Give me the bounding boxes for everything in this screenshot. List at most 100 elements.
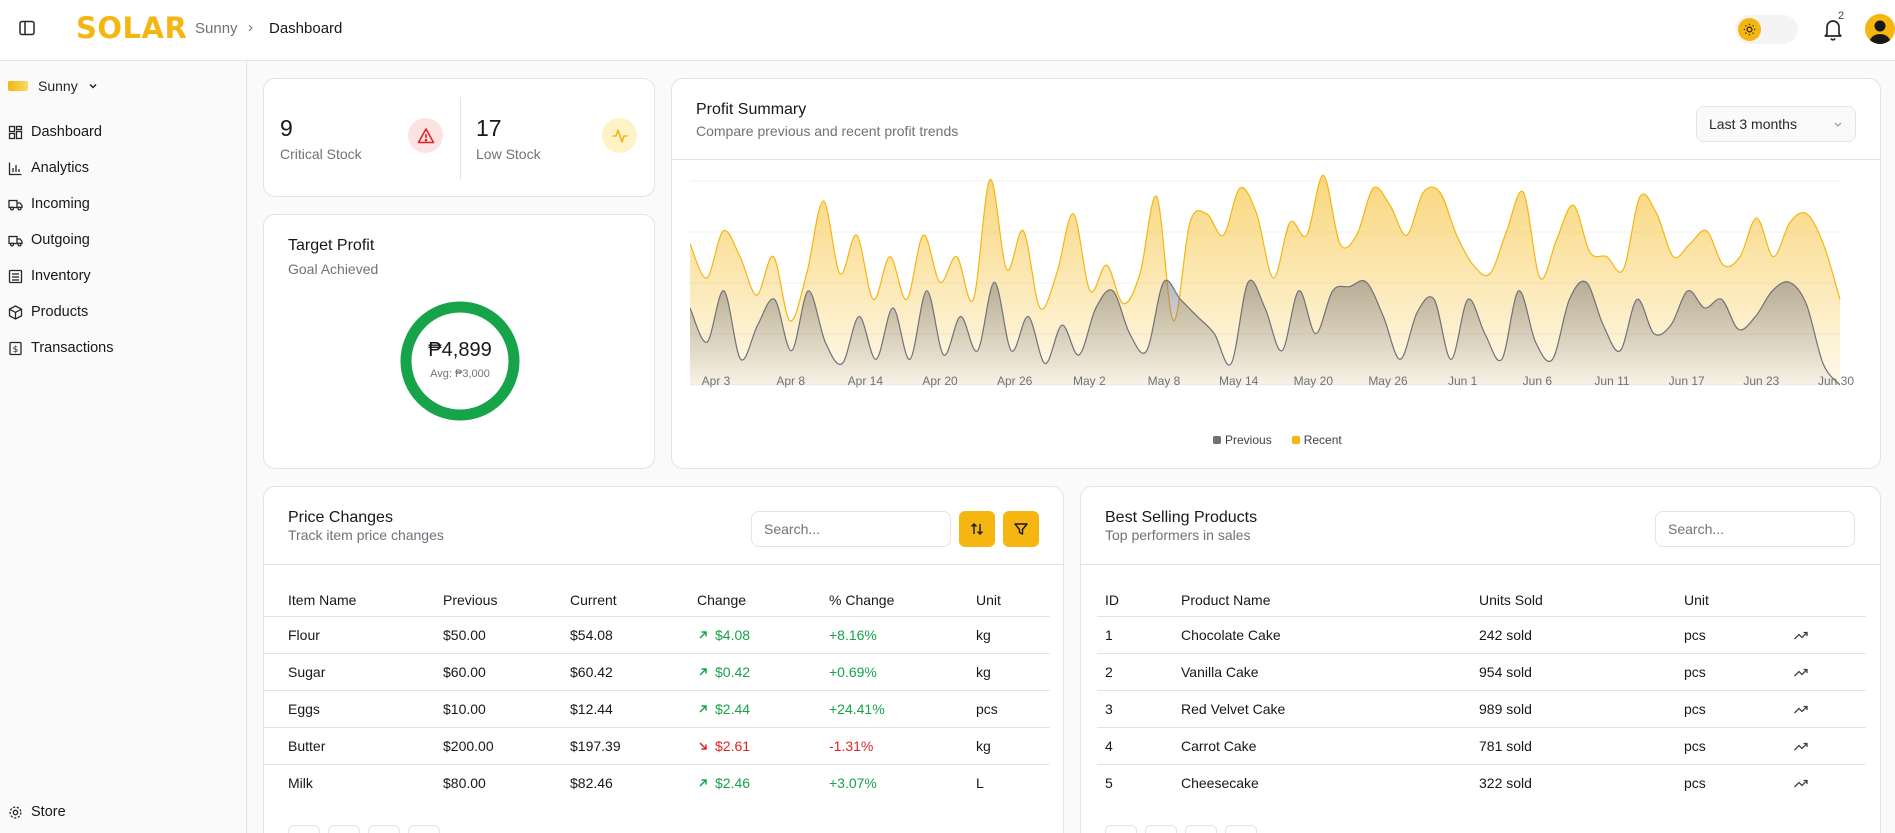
profit-summary-card: Profit Summary Compare previous and rece… [671, 78, 1881, 469]
cell-sold: 322 sold [1479, 775, 1532, 791]
sun-icon [1738, 18, 1761, 41]
pagination-button[interactable] [368, 825, 400, 833]
pagination-button[interactable] [328, 825, 360, 833]
theme-toggle[interactable] [1735, 15, 1798, 44]
best-selling-card: Best Selling Products Top performers in … [1080, 486, 1881, 833]
sort-button[interactable] [959, 511, 995, 547]
low-stock-label: Low Stock [476, 146, 541, 162]
sidebar-item-analytics[interactable]: Analytics [0, 153, 240, 183]
pagination-button[interactable] [1105, 825, 1137, 833]
x-tick-label: Apr 20 [922, 374, 958, 388]
trending-up-icon[interactable] [1793, 701, 1809, 717]
svg-text:$: $ [13, 345, 19, 355]
arrow-up-right-icon [699, 668, 707, 676]
store-switcher[interactable]: Sunny [8, 74, 98, 98]
price-changes-card: Price Changes Track item price changes I… [263, 486, 1064, 833]
cell-current: $197.39 [570, 738, 621, 754]
sidebar-item-store[interactable]: Store [0, 797, 240, 827]
bar-chart-icon [8, 162, 22, 175]
receipt-icon: $ [9, 341, 22, 355]
table-row[interactable]: 1 Chocolate Cake 242 sold pcs [1097, 616, 1866, 653]
column-header[interactable]: Unit [976, 592, 1001, 608]
sidebar-item-transactions[interactable]: $ Transactions [0, 333, 240, 363]
cell-pct: +8.16% [829, 627, 877, 643]
column-header[interactable]: ID [1105, 592, 1119, 608]
table-row[interactable]: Butter $200.00 $197.39 $2.61 -1.31% kg [264, 727, 1050, 764]
table-row[interactable]: Flour $50.00 $54.08 $4.08 +8.16% kg [264, 616, 1050, 653]
table-row[interactable]: 2 Vanilla Cake 954 sold pcs [1097, 653, 1866, 690]
table-row[interactable]: 4 Carrot Cake 781 sold pcs [1097, 727, 1866, 764]
table-row[interactable]: 3 Red Velvet Cake 989 sold pcs [1097, 690, 1866, 727]
cell-id: 4 [1105, 738, 1113, 754]
cell-unit: pcs [1684, 701, 1706, 717]
pagination-button[interactable] [1145, 825, 1177, 833]
critical-stock-count: 9 [280, 115, 293, 141]
column-header[interactable]: Unit [1684, 592, 1709, 608]
column-header[interactable]: Item Name [288, 592, 357, 608]
pagination-button[interactable] [288, 825, 320, 833]
x-tick-label: Jun 30 [1818, 374, 1854, 388]
x-tick-label: May 14 [1219, 374, 1259, 388]
breadcrumb-store[interactable]: Sunny [195, 20, 238, 37]
cell-current: $60.42 [570, 664, 613, 680]
sidebar-item-dashboard[interactable]: Dashboard [0, 117, 240, 147]
bell-icon[interactable] [1822, 17, 1844, 41]
sidebar-item-incoming[interactable]: Incoming [0, 189, 240, 219]
range-select-value: Last 3 months [1709, 116, 1797, 132]
sidebar-item-outgoing[interactable]: Outgoing [0, 225, 240, 255]
column-header[interactable]: Previous [443, 592, 498, 608]
product-search-input[interactable] [1655, 511, 1855, 547]
trending-up-icon[interactable] [1793, 775, 1809, 791]
chart-legend: Previous Recent [1213, 433, 1342, 447]
filter-icon [1014, 523, 1028, 535]
dashboard-icon [8, 125, 23, 139]
price-change-value: $2.61 [715, 738, 751, 754]
trending-up-icon[interactable] [1793, 664, 1809, 680]
sidebar-item-products[interactable]: Products [0, 297, 240, 327]
cell-current: $12.44 [570, 701, 613, 717]
gear-icon [9, 805, 22, 819]
price-search-input[interactable] [751, 511, 951, 547]
x-tick-label: Apr 26 [997, 374, 1033, 388]
target-profit-card: Target Profit Goal Achieved ₱4,899 Avg: … [263, 214, 655, 469]
column-header[interactable]: Current [570, 592, 617, 608]
table-row[interactable]: Eggs $10.00 $12.44 $2.44 +24.41% pcs [264, 690, 1050, 727]
sidebar-toggle-icon[interactable] [18, 19, 36, 37]
activity-icon [602, 118, 637, 153]
arrow-down-right-icon [699, 742, 707, 750]
critical-stock-label: Critical Stock [280, 146, 362, 162]
price-changes-subtitle: Track item price changes [288, 527, 444, 543]
cell-previous: $200.00 [443, 738, 494, 754]
price-change-value: $2.46 [715, 775, 751, 791]
cell-current: $82.46 [570, 775, 613, 791]
x-tick-label: Jun 1 [1448, 374, 1478, 388]
column-header[interactable]: Product Name [1181, 592, 1271, 608]
cell-unit: kg [976, 627, 991, 643]
price-change-cell: $0.42 [697, 664, 750, 680]
cell-sold: 954 sold [1479, 664, 1532, 680]
column-header[interactable]: % Change [829, 592, 895, 608]
table-row[interactable]: Milk $80.00 $82.46 $2.46 +3.07% L [264, 764, 1050, 801]
trending-up-icon[interactable] [1793, 738, 1809, 754]
pagination-button[interactable] [1225, 825, 1257, 833]
table-row[interactable]: 5 Cheesecake 322 sold pcs [1097, 764, 1866, 801]
app-logo[interactable]: SOLAR [76, 11, 188, 45]
card-header-divider [672, 159, 1880, 160]
arrow-up-right-icon [699, 705, 707, 713]
column-header[interactable]: Change [697, 592, 747, 608]
filter-button[interactable] [1003, 511, 1039, 547]
cell-unit: pcs [1684, 627, 1706, 643]
best-selling-title: Best Selling Products [1105, 509, 1258, 526]
cell-previous: $50.00 [443, 627, 486, 643]
pagination-button[interactable] [408, 825, 440, 833]
trending-up-icon[interactable] [1793, 627, 1809, 643]
table-row[interactable]: Sugar $60.00 $60.42 $0.42 +0.69% kg [264, 653, 1050, 690]
pagination-button[interactable] [1185, 825, 1217, 833]
range-select[interactable]: Last 3 months [1696, 106, 1856, 142]
column-header[interactable]: Units Sold [1479, 592, 1543, 608]
sidebar-item-inventory[interactable]: Inventory [0, 261, 240, 291]
card-header-divider [1081, 564, 1880, 565]
arrow-up-right-icon [699, 779, 707, 787]
cell-unit: L [976, 775, 984, 791]
user-avatar[interactable] [1865, 14, 1895, 44]
